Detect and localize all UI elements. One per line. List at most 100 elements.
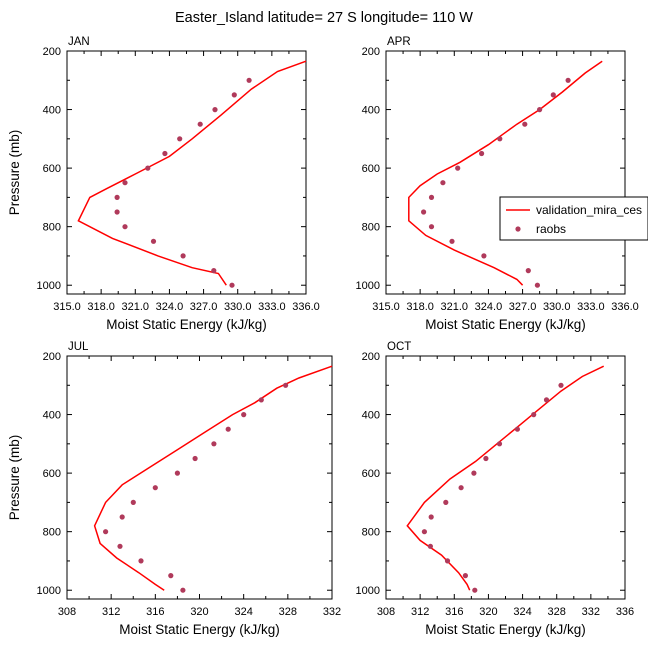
plot-frame xyxy=(385,50,626,295)
x-tick-label: 327.0 xyxy=(509,301,537,313)
raobs-point xyxy=(558,382,564,388)
x-tick-label: 321.0 xyxy=(441,301,469,313)
panel-apr: APR 315.0 318.0 321.0 324.0 327.0 330.0 333.0 33… xyxy=(356,36,639,332)
raobs-point xyxy=(522,121,528,127)
raobs-point xyxy=(130,499,136,505)
raobs-point xyxy=(458,485,464,491)
x-tick-label: 315.0 xyxy=(372,301,400,313)
raobs-point xyxy=(174,470,180,476)
raobs-point xyxy=(168,573,174,579)
raobs-point xyxy=(117,543,123,549)
raobs-point xyxy=(211,441,217,447)
y-tick-label: 600 xyxy=(43,163,61,175)
raobs-point xyxy=(192,455,198,462)
raobs-point xyxy=(122,180,128,186)
raobs-point xyxy=(449,238,455,244)
plot-frame xyxy=(66,355,333,600)
x-tick-label: 318.0 xyxy=(87,301,115,313)
x-tick-label: 333.0 xyxy=(258,301,286,313)
y-tick-label: 400 xyxy=(362,105,380,117)
series-line-model xyxy=(406,365,605,591)
raobs-point xyxy=(211,268,217,274)
raobs-point xyxy=(483,455,489,462)
raobs-point xyxy=(471,470,477,476)
raobs-point xyxy=(497,136,503,142)
x-tick-label: 320 xyxy=(479,606,497,618)
x-tick-label: 333.0 xyxy=(577,301,605,313)
raobs-point xyxy=(479,150,485,157)
y-tick-label: 200 xyxy=(362,46,380,58)
x-tick-label: 324.0 xyxy=(475,301,503,313)
raobs-point xyxy=(455,165,461,171)
panel-label: APR xyxy=(387,36,411,48)
series-line-model xyxy=(408,60,603,286)
panel-oct: OCT 308 312 316 320 324 328 332 336 200 400 600 800 1… xyxy=(356,341,635,637)
raobs-point xyxy=(543,397,550,403)
raobs-point xyxy=(283,382,289,388)
raobs-point xyxy=(229,282,235,288)
x-tick-label: 324.0 xyxy=(156,301,184,313)
x-axis-title: Moist Static Energy (kJ/kg) xyxy=(425,622,586,637)
x-tick-label: 316 xyxy=(146,606,164,618)
x-tick-label: 327.0 xyxy=(190,301,218,313)
x-tick-label: 318.0 xyxy=(406,301,434,313)
x-tick-label: 315.0 xyxy=(53,301,81,313)
raobs-point xyxy=(246,77,252,83)
legend-box xyxy=(499,196,648,241)
raobs-point xyxy=(428,224,435,230)
raobs-point xyxy=(138,558,144,564)
x-tick-label: 308 xyxy=(377,606,395,618)
y-tick-label: 800 xyxy=(362,527,380,539)
raobs-point xyxy=(525,268,531,274)
panels: JAN 315.0 318.0 321.0 324.0 327.0 330.0 333.0 33… xyxy=(7,36,639,637)
raobs-point xyxy=(180,253,186,259)
x-tick-label: 332 xyxy=(582,606,600,618)
y-tick-label: 800 xyxy=(43,222,61,234)
legend-label-model: validation_mira_ces xyxy=(536,203,642,217)
panel-label: JAN xyxy=(68,36,90,48)
raobs-point xyxy=(428,514,434,520)
raobs-point xyxy=(427,543,433,549)
x-tick-label: 321.0 xyxy=(122,301,150,313)
x-tick-label: 324 xyxy=(513,606,531,618)
x-axis-title: Moist Static Energy (kJ/kg) xyxy=(425,317,586,332)
y-axis-title: Pressure (mb) xyxy=(7,130,22,216)
legend-marker-swatch xyxy=(515,226,521,232)
y-tick-label: 800 xyxy=(43,527,61,539)
raobs-point xyxy=(531,412,537,418)
raobs-point xyxy=(197,121,203,127)
panel-jan: JAN 315.0 318.0 321.0 324.0 327.0 330.0 333.0 33… xyxy=(7,36,320,332)
series-line-model xyxy=(93,365,333,591)
panel-jul: JUL 308 312 316 320 324 328 332 200 400 600 800 1000… xyxy=(7,341,341,637)
figure-title: Easter_Island latitude= 27 S longitude= … xyxy=(175,10,473,26)
x-tick-label: 308 xyxy=(58,606,76,618)
raobs-point xyxy=(537,107,543,113)
raobs-point xyxy=(444,558,451,564)
raobs-point xyxy=(421,209,427,215)
raobs-point xyxy=(150,238,157,244)
x-tick-label: 336 xyxy=(616,606,634,618)
x-axis-title: Moist Static Energy (kJ/kg) xyxy=(106,317,267,332)
x-tick-label: 320 xyxy=(190,606,208,618)
x-tick-label: 312 xyxy=(411,606,429,618)
y-axis-title: Pressure (mb) xyxy=(7,435,22,521)
raobs-point xyxy=(443,499,449,505)
raobs-point xyxy=(180,587,186,593)
legend-label-raobs: raobs xyxy=(536,222,566,236)
x-tick-label: 316 xyxy=(445,606,463,618)
raobs-point xyxy=(241,412,247,418)
raobs-point xyxy=(550,92,556,98)
raobs-point xyxy=(122,224,128,230)
raobs-point xyxy=(496,441,503,447)
y-tick-label: 600 xyxy=(43,468,61,480)
x-tick-label: 330.0 xyxy=(543,301,571,313)
raobs-point xyxy=(421,529,427,535)
raobs-point xyxy=(428,194,435,200)
raobs-point xyxy=(119,514,125,520)
raobs-point xyxy=(440,180,446,186)
y-tick-label: 1000 xyxy=(37,280,61,292)
panel-label: OCT xyxy=(387,341,411,353)
y-tick-label: 400 xyxy=(43,410,61,422)
